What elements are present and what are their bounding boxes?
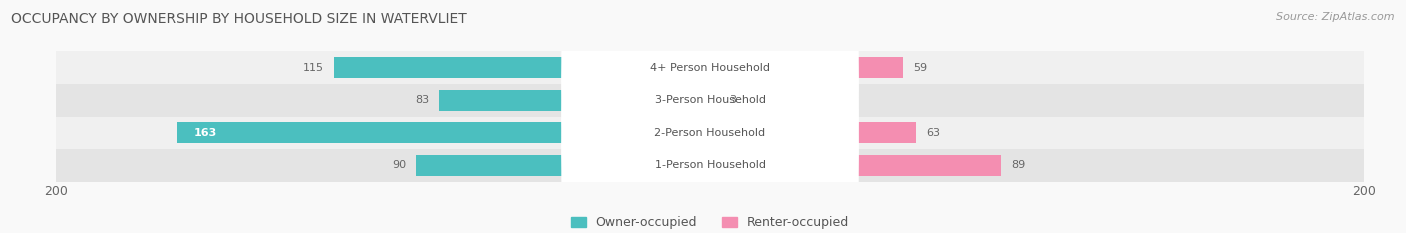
- Text: 89: 89: [1011, 161, 1025, 170]
- Bar: [439, 90, 710, 111]
- Text: 115: 115: [304, 63, 325, 72]
- Text: 163: 163: [194, 128, 217, 138]
- Text: OCCUPANCY BY OWNERSHIP BY HOUSEHOLD SIZE IN WATERVLIET: OCCUPANCY BY OWNERSHIP BY HOUSEHOLD SIZE…: [11, 12, 467, 26]
- Bar: [56, 51, 1364, 84]
- Bar: [710, 90, 720, 111]
- Text: 83: 83: [415, 95, 429, 105]
- FancyBboxPatch shape: [561, 10, 859, 125]
- FancyBboxPatch shape: [561, 75, 859, 190]
- Bar: [416, 155, 710, 176]
- Text: 1-Person Household: 1-Person Household: [655, 161, 765, 170]
- Bar: [335, 57, 710, 78]
- Bar: [56, 84, 1364, 116]
- FancyBboxPatch shape: [561, 43, 859, 158]
- Bar: [56, 149, 1364, 182]
- Text: 2-Person Household: 2-Person Household: [654, 128, 766, 138]
- Bar: [710, 57, 903, 78]
- Text: 59: 59: [912, 63, 927, 72]
- FancyBboxPatch shape: [561, 108, 859, 223]
- Bar: [56, 116, 1364, 149]
- Bar: [710, 122, 915, 143]
- Bar: [710, 155, 1001, 176]
- Text: Source: ZipAtlas.com: Source: ZipAtlas.com: [1277, 12, 1395, 22]
- Legend: Owner-occupied, Renter-occupied: Owner-occupied, Renter-occupied: [565, 211, 855, 233]
- Text: 63: 63: [925, 128, 939, 138]
- Text: 3: 3: [730, 95, 737, 105]
- Text: 4+ Person Household: 4+ Person Household: [650, 63, 770, 72]
- Bar: [177, 122, 710, 143]
- Text: 90: 90: [392, 161, 406, 170]
- Text: 3-Person Household: 3-Person Household: [655, 95, 765, 105]
